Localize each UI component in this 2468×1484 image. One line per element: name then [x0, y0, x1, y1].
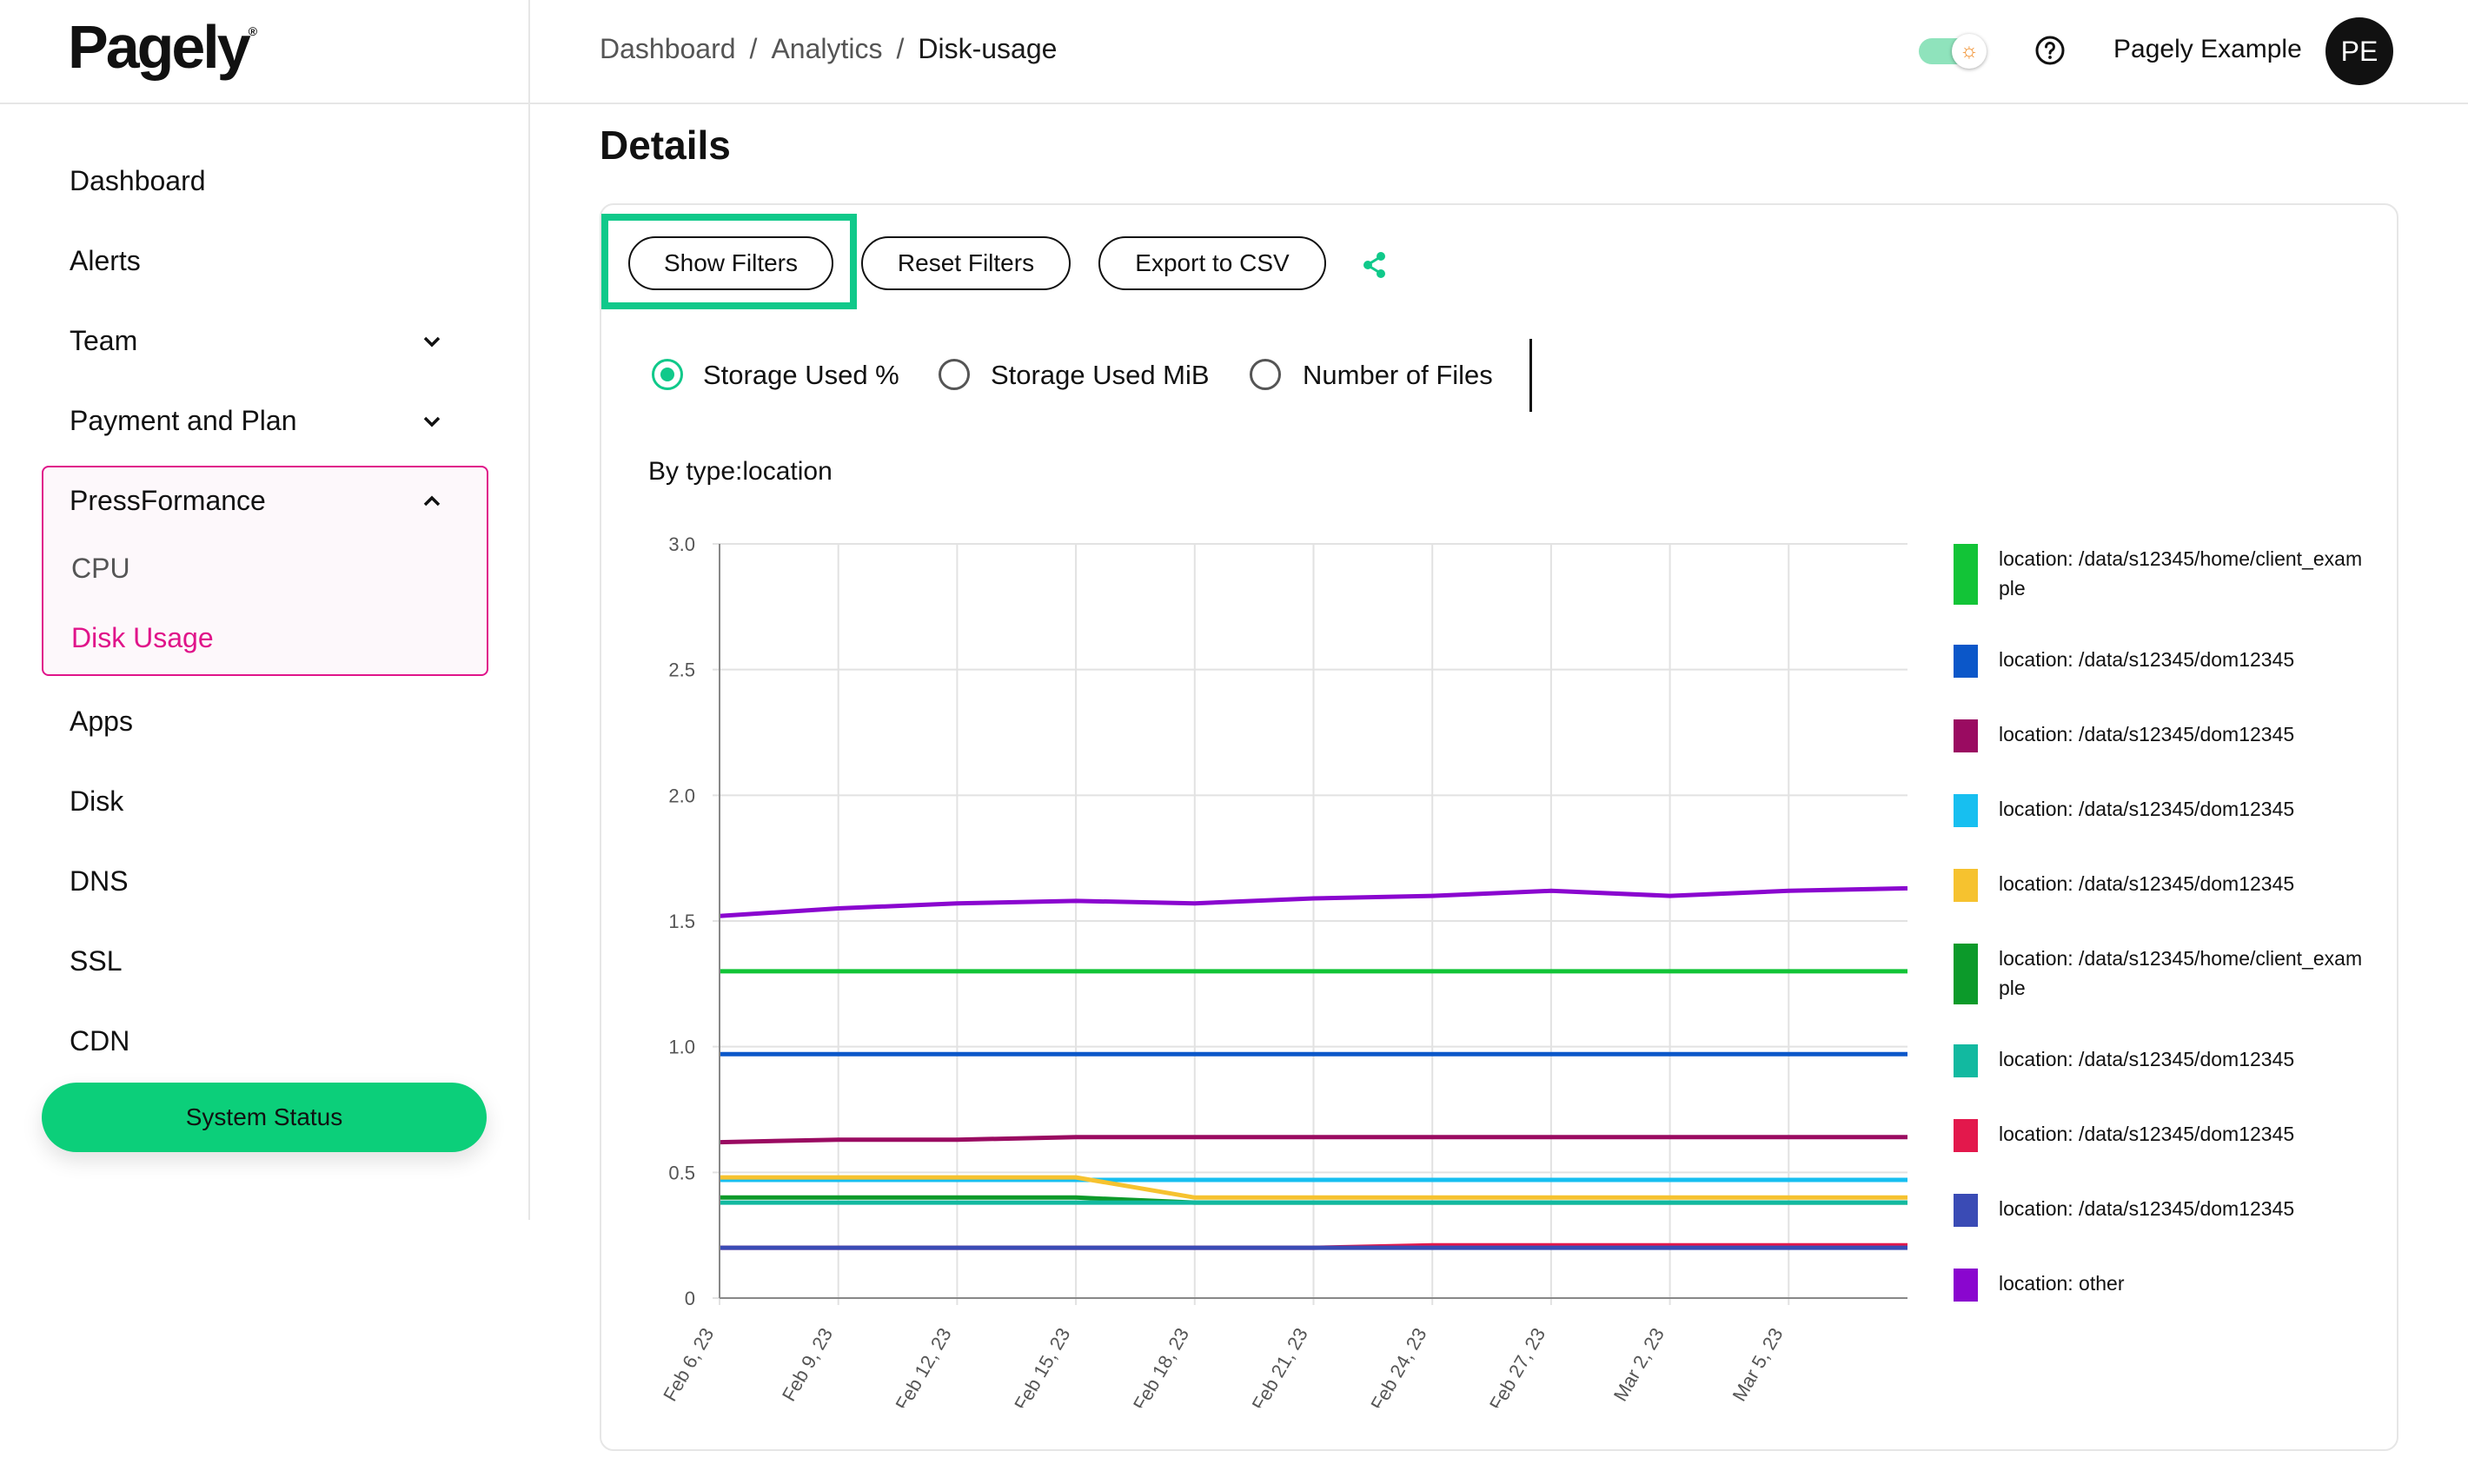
y-tick-label: 2.5 — [668, 659, 695, 681]
line-chart: 0 0.5 1.0 1.5 2.0 2.5 3.0 Feb 6, 23 Feb 9, 23 Feb… — [659, 533, 1908, 1408]
sun-icon: ☼ — [1952, 34, 1987, 69]
sidebar-subitem-cpu[interactable]: CPU — [71, 553, 130, 584]
legend-swatch — [1954, 719, 1978, 752]
legend-swatch — [1954, 794, 1978, 827]
legend-swatch — [1954, 944, 1978, 1004]
y-tick-label: 0 — [685, 1288, 695, 1309]
x-tick-label: Feb 9, 23 — [778, 1324, 837, 1405]
breadcrumb: Dashboard / Analytics / Disk-usage — [600, 33, 1057, 65]
top-bar: Pagely® Dashboard / Analytics / Disk-usage ☼… — [0, 0, 2468, 104]
y-tick-label: 1.0 — [668, 1037, 695, 1058]
series-line-3 — [719, 1135, 1907, 1145]
legend-item[interactable]: location: /data/s12345/dom12345 — [1954, 1044, 2405, 1077]
highlight-box — [601, 214, 857, 309]
show-filters-button[interactable]: Show Filters — [628, 236, 833, 290]
sidebar-item-alerts[interactable]: Alerts — [70, 245, 141, 276]
pressformance-group — [42, 466, 488, 676]
sidebar-item-ssl[interactable]: SSL — [70, 945, 123, 977]
question-circle-icon[interactable] — [2034, 35, 2066, 66]
radio-storage-used-mib[interactable] — [939, 359, 970, 390]
radio-number-of-files[interactable] — [1250, 359, 1281, 390]
x-tick-label: Feb 15, 23 — [1010, 1324, 1074, 1408]
legend-label: location: /data/s12345/dom12345 — [1999, 872, 2295, 895]
legend-item[interactable]: location: other — [1954, 1269, 2405, 1302]
x-tick-label: Feb 24, 23 — [1366, 1324, 1430, 1408]
sidebar-item-apps[interactable]: Apps — [70, 706, 133, 737]
user-name[interactable]: Pagely Example — [2113, 35, 2302, 63]
breadcrumb-analytics[interactable]: Analytics — [771, 33, 883, 64]
legend-item[interactable]: location: /data/s12345/dom12345 — [1954, 1194, 2405, 1227]
breadcrumb-dashboard[interactable]: Dashboard — [600, 33, 736, 64]
legend-label: location: /data/s12345/home/client_examp… — [1999, 547, 2363, 600]
legend-swatch — [1954, 544, 1978, 605]
system-status-button[interactable]: System Status — [42, 1083, 487, 1152]
sidebar-item-disk[interactable]: Disk — [70, 785, 124, 817]
series-line-10 — [719, 885, 1908, 918]
legend-label: location: /data/s12345/dom12345 — [1999, 798, 2295, 820]
text-cursor — [1529, 339, 1532, 412]
legend-label: location: /data/s12345/dom12345 — [1999, 648, 2295, 671]
x-tick-label: Feb 12, 23 — [891, 1324, 955, 1408]
legend-label: location: /data/s12345/dom12345 — [1999, 723, 2295, 745]
legend-item[interactable]: location: /data/s12345/dom12345 — [1954, 645, 2405, 678]
radio-storage-used-percent[interactable] — [652, 359, 683, 390]
legend-label: location: /data/s12345/home/client_examp… — [1999, 947, 2363, 999]
legend-item[interactable]: location: /data/s12345/dom12345 — [1954, 794, 2405, 827]
x-tick-label: Mar 5, 23 — [1728, 1324, 1788, 1405]
sidebar-subitem-disk-usage[interactable]: Disk Usage — [71, 622, 214, 653]
page-title: Details — [600, 123, 731, 168]
x-tick-label: Mar 2, 23 — [1609, 1324, 1669, 1405]
radio-label-storage-used-mib[interactable]: Storage Used MiB — [991, 360, 1210, 390]
breadcrumb-separator: / — [896, 33, 905, 64]
x-tick-label: Feb 18, 23 — [1129, 1324, 1193, 1408]
legend-item[interactable]: location: /data/s12345/dom12345 — [1954, 719, 2405, 752]
sidebar-item-cdn[interactable]: CDN — [70, 1025, 130, 1057]
details-card — [600, 203, 2398, 1451]
legend-label: location: /data/s12345/dom12345 — [1999, 1123, 2295, 1145]
legend-label: location: other — [1999, 1272, 2125, 1295]
y-tick-label: 1.5 — [668, 911, 695, 932]
x-tick-label: Feb 6, 23 — [659, 1324, 718, 1405]
legend-item[interactable]: location: /data/s12345/dom12345 — [1954, 869, 2405, 902]
legend-swatch — [1954, 869, 1978, 902]
sidebar-item-payment-and-plan[interactable]: Payment and Plan — [70, 405, 297, 436]
chart-series — [719, 885, 1908, 1250]
chevron-up-icon[interactable] — [419, 488, 445, 514]
y-tick-label: 2.0 — [668, 785, 695, 806]
reset-filters-button[interactable]: Reset Filters — [861, 236, 1071, 290]
x-tick-label: Feb 21, 23 — [1248, 1324, 1312, 1408]
legend-swatch — [1954, 1194, 1978, 1227]
avatar[interactable]: PE — [2325, 17, 2393, 85]
chart-grid — [713, 543, 1907, 1305]
sidebar-item-pressformance[interactable]: PressFormance — [70, 485, 266, 516]
y-tick-label: 0.5 — [668, 1162, 695, 1183]
y-tick-label: 3.0 — [668, 533, 695, 555]
sidebar-divider — [528, 0, 530, 1220]
legend-label: location: /data/s12345/dom12345 — [1999, 1197, 2295, 1220]
theme-toggle[interactable]: ☼ — [1919, 34, 1987, 69]
breadcrumb-separator: / — [749, 33, 758, 64]
pagely-logo[interactable]: Pagely® — [68, 13, 258, 81]
share-icon[interactable] — [1359, 249, 1390, 281]
radio-label-number-of-files[interactable]: Number of Files — [1303, 360, 1493, 390]
sidebar-item-team[interactable]: Team — [70, 325, 138, 356]
legend-swatch — [1954, 645, 1978, 678]
sidebar-item-dns[interactable]: DNS — [70, 865, 129, 897]
chevron-down-icon[interactable] — [419, 328, 445, 354]
legend-swatch — [1954, 1269, 1978, 1302]
x-tick-label: Feb 27, 23 — [1485, 1324, 1549, 1408]
legend-item[interactable]: location: /data/s12345/home/client_examp… — [1954, 544, 2405, 605]
group-by-label: By type:location — [648, 457, 833, 486]
legend-swatch — [1954, 1044, 1978, 1077]
sidebar-item-dashboard[interactable]: Dashboard — [70, 165, 206, 196]
legend-item[interactable]: location: /data/s12345/home/client_examp… — [1954, 944, 2405, 1004]
legend-swatch — [1954, 1119, 1978, 1152]
legend-label: location: /data/s12345/dom12345 — [1999, 1048, 2295, 1070]
radio-label-storage-used-percent[interactable]: Storage Used % — [703, 360, 899, 390]
legend-item[interactable]: location: /data/s12345/dom12345 — [1954, 1119, 2405, 1152]
breadcrumb-current: Disk-usage — [918, 33, 1058, 64]
export-csv-button[interactable]: Export to CSV — [1098, 236, 1326, 290]
series-line-5 — [720, 1175, 1907, 1200]
chevron-down-icon[interactable] — [419, 408, 445, 434]
